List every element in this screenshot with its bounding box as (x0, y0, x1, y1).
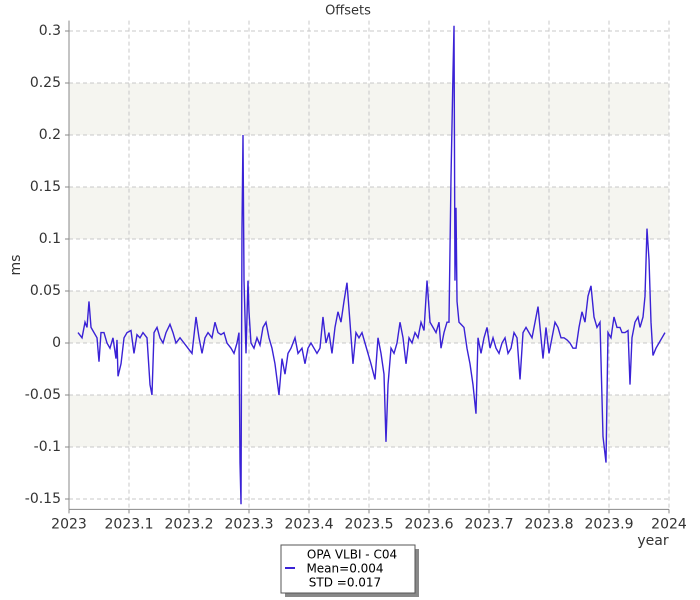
chart-title: Offsets (325, 4, 371, 19)
x-tick-label: 2024 (651, 516, 687, 532)
series-line (77, 25, 666, 505)
y-tick-label: 0.05 (30, 283, 61, 299)
y-tick-label: 0.25 (30, 75, 61, 91)
y-axis-label: ms (8, 255, 24, 276)
x-tick-label: 2023.5 (345, 516, 394, 532)
legend-box (280, 544, 416, 594)
legend-std: STD =0.017 (309, 576, 381, 590)
y-tick-label: 0 (52, 335, 61, 351)
y-tick-label: 0.15 (30, 179, 61, 195)
y-tick-label: -0.15 (25, 491, 61, 507)
x-tick-label: 2023.2 (165, 516, 214, 532)
x-tick-label: 2023.4 (285, 516, 334, 532)
y-tick-label: 0.1 (39, 231, 61, 247)
x-tick-label: 2023.3 (225, 516, 274, 532)
x-axis-label: year (637, 533, 668, 549)
x-tick-label: 2023.1 (105, 516, 154, 532)
x-tick-label: 2023.9 (585, 516, 634, 532)
y-tick-label: -0.1 (34, 439, 61, 455)
x-tick-label: 2023 (51, 516, 87, 532)
legend-label: OPA VLBI - C04 (307, 548, 397, 562)
x-tick-label: 2023.6 (405, 516, 454, 532)
legend: OPA VLBI - C04 Mean=0.004 STD =0.017 (280, 544, 419, 597)
y-tick-label: 0.2 (39, 127, 61, 143)
y-tick-label: 0.3 (39, 23, 61, 39)
legend-mean: Mean=0.004 (306, 562, 383, 576)
y-tick-label: -0.05 (25, 387, 61, 403)
x-tick-label: 2023.8 (525, 516, 574, 532)
x-tick-label: 2023.7 (465, 516, 514, 532)
